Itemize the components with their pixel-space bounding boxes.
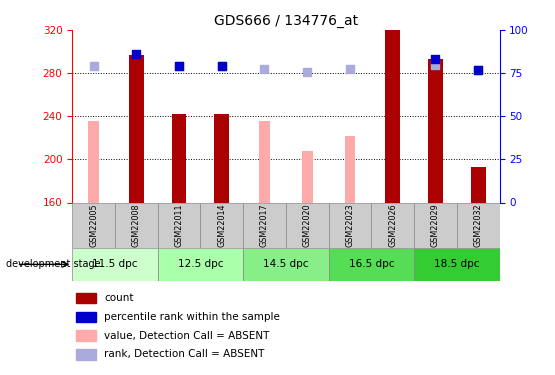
Bar bbox=[77, 330, 95, 341]
Bar bbox=[115, 202, 158, 248]
Text: GSM22020: GSM22020 bbox=[302, 203, 312, 247]
Bar bbox=[414, 202, 457, 248]
Bar bbox=[286, 202, 329, 248]
Bar bbox=[158, 202, 200, 248]
Point bbox=[89, 63, 98, 69]
Bar bbox=[259, 121, 270, 202]
Text: GSM22029: GSM22029 bbox=[431, 203, 440, 247]
Bar bbox=[129, 55, 144, 202]
Text: 14.5 dpc: 14.5 dpc bbox=[263, 260, 309, 269]
Point bbox=[260, 66, 269, 72]
Text: percentile rank within the sample: percentile rank within the sample bbox=[104, 312, 280, 322]
Bar bbox=[243, 202, 286, 248]
Text: GSM22017: GSM22017 bbox=[260, 203, 269, 247]
Point bbox=[132, 51, 141, 57]
Bar bbox=[457, 202, 500, 248]
Point bbox=[345, 66, 355, 72]
Bar bbox=[158, 248, 243, 281]
Text: value, Detection Call = ABSENT: value, Detection Call = ABSENT bbox=[104, 331, 270, 340]
Text: GSM22014: GSM22014 bbox=[217, 203, 226, 247]
Point bbox=[303, 69, 312, 75]
Bar bbox=[171, 114, 186, 202]
Bar bbox=[414, 248, 500, 281]
Point bbox=[174, 63, 183, 69]
Bar bbox=[200, 202, 243, 248]
Point bbox=[431, 56, 440, 62]
Text: count: count bbox=[104, 293, 134, 303]
Bar bbox=[243, 248, 329, 281]
Text: GSM22005: GSM22005 bbox=[89, 203, 98, 247]
Bar bbox=[214, 114, 229, 202]
Text: 12.5 dpc: 12.5 dpc bbox=[178, 260, 223, 269]
Text: GSM22032: GSM22032 bbox=[473, 203, 483, 247]
Bar bbox=[174, 114, 184, 202]
Text: GSM22008: GSM22008 bbox=[132, 203, 141, 247]
Point bbox=[431, 62, 440, 68]
Text: 16.5 dpc: 16.5 dpc bbox=[349, 260, 394, 269]
Bar bbox=[77, 349, 95, 360]
Bar bbox=[387, 30, 398, 202]
Text: GSM22011: GSM22011 bbox=[174, 203, 184, 247]
Point bbox=[474, 67, 483, 73]
Bar bbox=[385, 30, 400, 202]
Bar bbox=[471, 167, 486, 202]
Text: rank, Detection Call = ABSENT: rank, Detection Call = ABSENT bbox=[104, 350, 265, 359]
Point bbox=[174, 63, 183, 69]
Bar bbox=[302, 151, 312, 202]
Point bbox=[218, 63, 226, 69]
Bar bbox=[72, 202, 115, 248]
Text: development stage: development stage bbox=[6, 260, 100, 269]
Bar bbox=[88, 121, 99, 202]
Bar bbox=[72, 248, 158, 281]
Text: GSM22026: GSM22026 bbox=[388, 203, 397, 247]
Bar bbox=[329, 248, 414, 281]
Bar bbox=[329, 202, 371, 248]
Title: GDS666 / 134776_at: GDS666 / 134776_at bbox=[214, 13, 358, 28]
Point bbox=[474, 67, 483, 73]
Bar bbox=[216, 114, 227, 202]
Bar bbox=[428, 59, 443, 202]
Bar bbox=[77, 312, 95, 322]
Text: 18.5 dpc: 18.5 dpc bbox=[434, 260, 480, 269]
Bar bbox=[371, 202, 414, 248]
Text: GSM22023: GSM22023 bbox=[345, 203, 355, 247]
Bar bbox=[77, 293, 95, 303]
Text: 11.5 dpc: 11.5 dpc bbox=[92, 260, 138, 269]
Point bbox=[218, 63, 226, 69]
Bar bbox=[345, 136, 355, 202]
